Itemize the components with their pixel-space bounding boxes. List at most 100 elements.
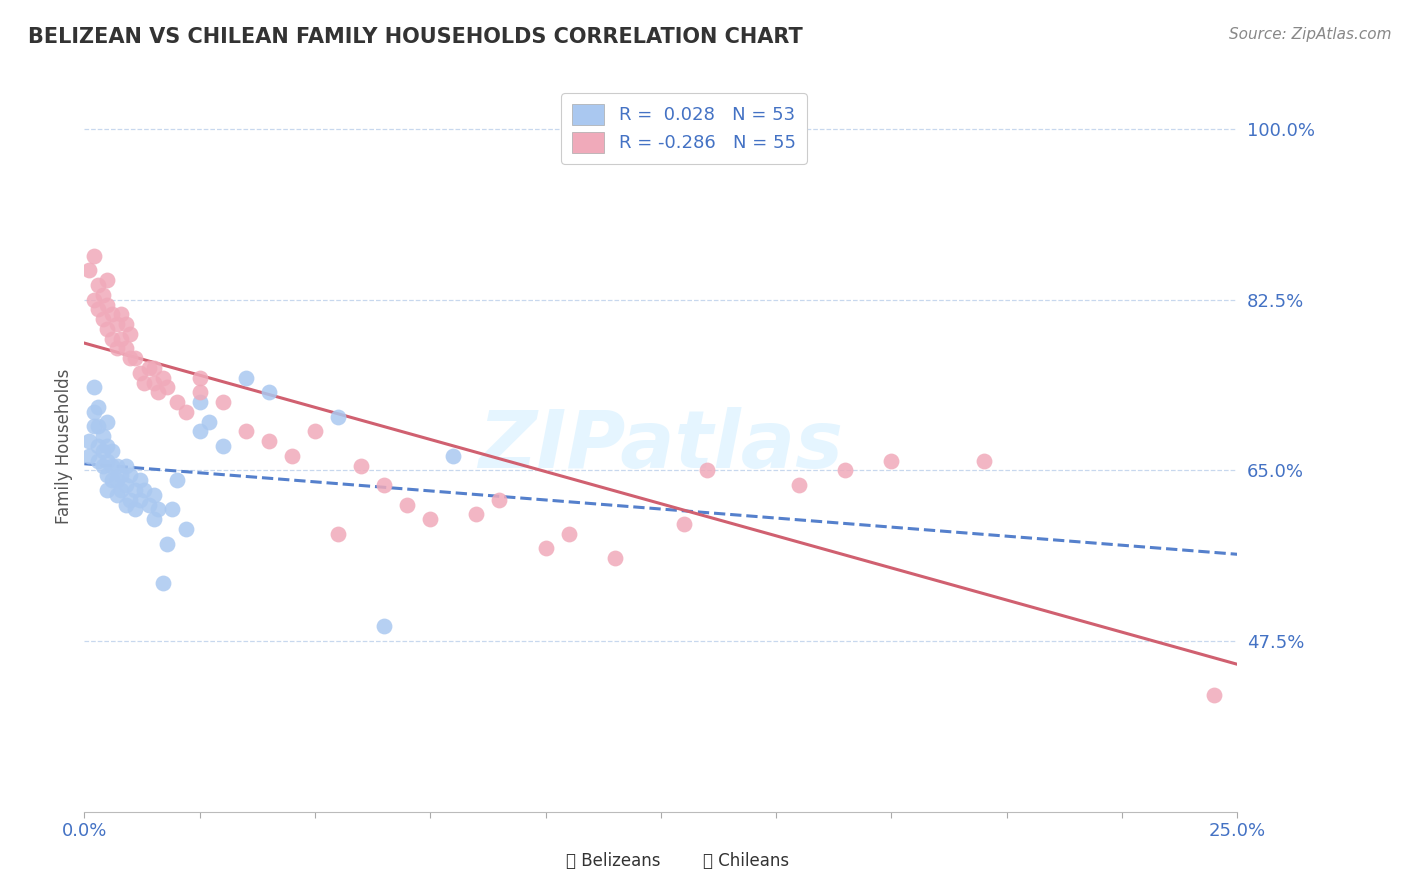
Point: [87, 453, 110, 467]
Point: [146, 502, 169, 516]
Point: [120, 468, 142, 483]
Point: [96, 468, 118, 483]
Point: [83, 419, 105, 434]
Point: [134, 483, 156, 497]
Point: [101, 473, 124, 487]
Point: [441, 449, 464, 463]
Point: [110, 468, 132, 483]
Point: [96, 415, 118, 429]
Point: [110, 332, 132, 346]
Point: [128, 366, 150, 380]
Point: [166, 395, 188, 409]
Point: [96, 297, 118, 311]
Point: [96, 439, 118, 453]
Point: [211, 395, 233, 409]
Point: [101, 307, 124, 321]
Point: [787, 478, 810, 492]
Point: [105, 473, 128, 487]
Point: [101, 443, 124, 458]
Point: [101, 458, 124, 473]
Point: [152, 370, 174, 384]
Point: [91, 288, 114, 302]
Point: [198, 415, 221, 429]
Point: [83, 380, 105, 394]
Point: [87, 419, 110, 434]
Point: [142, 361, 165, 376]
Point: [83, 249, 105, 263]
Point: [672, 516, 695, 531]
Point: [146, 385, 169, 400]
Point: [142, 488, 165, 502]
Point: [188, 425, 211, 439]
Point: [77, 449, 100, 463]
Point: [105, 342, 128, 356]
Point: [211, 439, 233, 453]
Point: [557, 526, 579, 541]
Point: [91, 312, 114, 326]
Point: [156, 536, 179, 550]
Point: [152, 575, 174, 590]
Text: BELIZEAN VS CHILEAN FAMILY HOUSEHOLDS CORRELATION CHART: BELIZEAN VS CHILEAN FAMILY HOUSEHOLDS CO…: [28, 27, 803, 46]
Point: [142, 376, 165, 390]
Point: [160, 502, 183, 516]
Point: [83, 405, 105, 419]
Point: [96, 453, 118, 467]
Point: [188, 395, 211, 409]
Point: [77, 434, 100, 449]
Point: [115, 478, 138, 492]
Y-axis label: Family Households: Family Households: [55, 368, 73, 524]
Point: [138, 361, 160, 376]
Point: [304, 425, 326, 439]
Text: Source: ZipAtlas.com: Source: ZipAtlas.com: [1229, 27, 1392, 42]
Point: [156, 380, 179, 394]
Point: [91, 429, 114, 443]
Text: ZIPatlas: ZIPatlas: [478, 407, 844, 485]
Point: [350, 458, 373, 473]
Point: [115, 342, 138, 356]
Point: [142, 512, 165, 526]
Point: [534, 541, 557, 556]
Point: [115, 498, 138, 512]
Point: [87, 302, 110, 317]
Point: [465, 508, 488, 522]
Point: [96, 322, 118, 336]
Text: ⬜ Chileans: ⬜ Chileans: [703, 852, 789, 870]
Point: [105, 458, 128, 473]
Point: [105, 488, 128, 502]
Point: [188, 385, 211, 400]
Point: [696, 463, 718, 477]
Point: [834, 463, 856, 477]
Point: [115, 317, 138, 331]
Point: [110, 483, 132, 497]
Point: [1204, 688, 1226, 702]
Point: [124, 502, 146, 516]
Point: [77, 263, 100, 277]
Text: ⬜ Belizeans: ⬜ Belizeans: [567, 852, 661, 870]
Point: [134, 376, 156, 390]
Point: [174, 522, 197, 536]
Point: [87, 400, 110, 414]
Point: [91, 458, 114, 473]
Point: [880, 453, 903, 467]
Point: [174, 405, 197, 419]
Point: [973, 453, 995, 467]
Point: [396, 498, 419, 512]
Point: [101, 332, 124, 346]
Point: [83, 293, 105, 307]
Point: [373, 478, 395, 492]
Point: [257, 434, 280, 449]
Point: [120, 351, 142, 366]
Legend: R =  0.028   N = 53, R = -0.286   N = 55: R = 0.028 N = 53, R = -0.286 N = 55: [561, 93, 807, 163]
Point: [87, 278, 110, 293]
Point: [419, 512, 441, 526]
Point: [128, 473, 150, 487]
Point: [96, 273, 118, 287]
Point: [105, 317, 128, 331]
Point: [87, 439, 110, 453]
Point: [115, 458, 138, 473]
Point: [235, 425, 257, 439]
Point: [326, 409, 349, 424]
Point: [488, 492, 510, 507]
Point: [281, 449, 304, 463]
Point: [110, 307, 132, 321]
